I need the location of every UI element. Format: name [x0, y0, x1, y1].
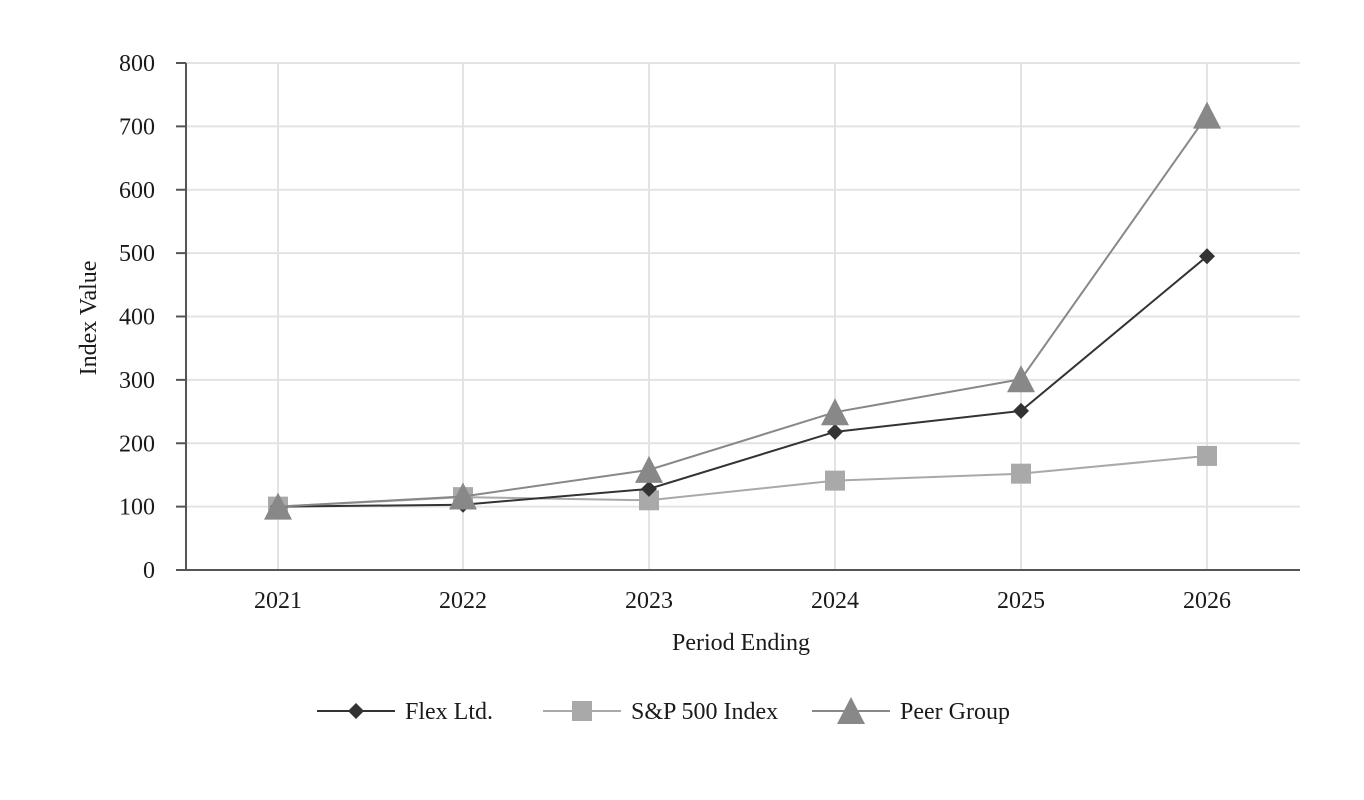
data-point — [1013, 402, 1029, 419]
data-point — [821, 398, 849, 426]
y-tick-label: 600 — [119, 178, 155, 204]
legend-item: S&P 500 Index — [543, 699, 778, 725]
y-axis-title: Index Value — [76, 261, 102, 376]
x-tick-label: 2025 — [997, 588, 1045, 614]
data-point — [827, 423, 843, 440]
legend-marker — [572, 701, 592, 721]
data-point — [449, 482, 477, 510]
x-tick-label: 2023 — [625, 588, 673, 614]
data-point — [1193, 101, 1221, 129]
y-tick-label: 200 — [119, 431, 155, 457]
data-point — [1011, 463, 1031, 484]
y-tick-label: 100 — [119, 495, 155, 521]
y-tick-label: 300 — [119, 368, 155, 394]
data-point — [264, 492, 292, 520]
gridlines — [176, 62, 1300, 571]
x-tick-label: 2024 — [811, 588, 859, 614]
data-point — [825, 470, 845, 491]
legend: Flex Ltd. S&P 500 Index Peer Group — [317, 697, 1010, 725]
legend-label: Flex Ltd. — [405, 699, 493, 725]
series-line — [277, 255, 1208, 508]
x-tick-label: 2026 — [1183, 588, 1231, 614]
x-tick-label: 2022 — [439, 588, 487, 614]
series-line — [277, 115, 1208, 508]
y-tick-label: 700 — [119, 114, 155, 140]
series-diamond — [270, 248, 1215, 515]
legend-marker — [837, 697, 865, 724]
legend-marker — [348, 703, 364, 719]
y-tick-label: 800 — [119, 51, 155, 77]
x-axis-title: Period Ending — [672, 630, 810, 656]
data-point — [1197, 445, 1217, 466]
series — [264, 101, 1221, 520]
y-tick-label: 0 — [143, 558, 155, 584]
legend-item: Peer Group — [812, 697, 1010, 725]
data-point — [635, 455, 663, 483]
data-point — [641, 480, 657, 497]
legend-label: S&P 500 Index — [631, 699, 778, 725]
x-tick-label: 2021 — [254, 588, 302, 614]
axes — [176, 63, 1300, 571]
legend-label: Peer Group — [900, 699, 1010, 725]
y-tick-label: 500 — [119, 241, 155, 267]
x-tick-labels: 2021 2022 2023 2024 2025 2026 — [254, 588, 1231, 614]
y-tick-label: 400 — [119, 305, 155, 331]
series-triangle — [264, 101, 1221, 520]
y-tick-labels: 0 100 200 300 400 500 600 700 800 — [119, 51, 155, 584]
legend-item: Flex Ltd. — [317, 699, 493, 725]
data-point — [1007, 365, 1035, 393]
data-point — [639, 490, 659, 511]
data-point — [1199, 248, 1215, 265]
